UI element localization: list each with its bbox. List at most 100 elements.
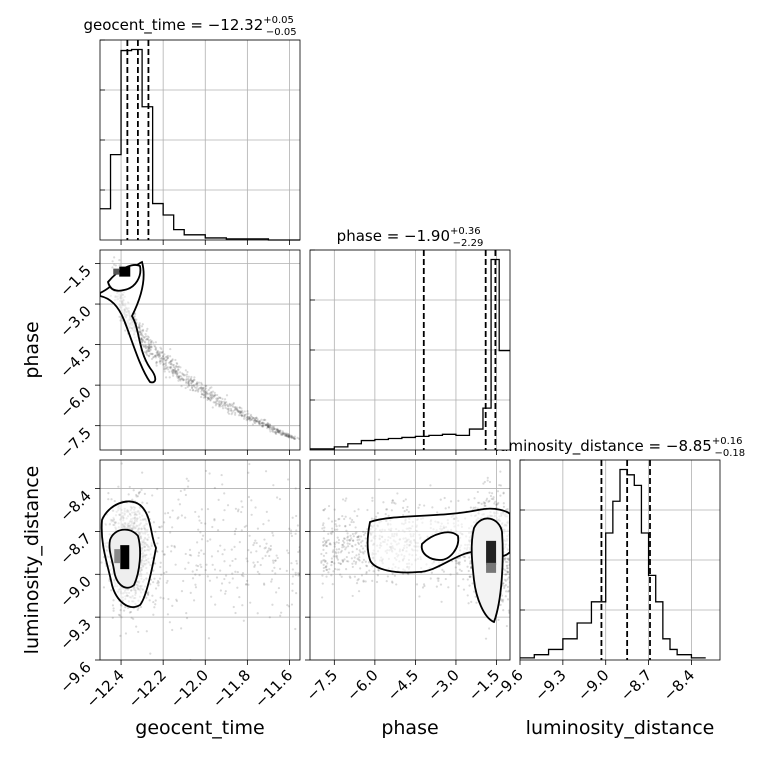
scatter-point (145, 596, 148, 599)
scatter-point (285, 434, 288, 437)
scatter-point (243, 525, 246, 528)
scatter-point (157, 354, 160, 357)
scatter-point (221, 397, 224, 401)
scatter-point (223, 400, 226, 403)
scatter-point (194, 583, 197, 586)
scatter-point (222, 518, 225, 522)
scatter-point (162, 362, 165, 366)
scatter-point (163, 357, 166, 360)
scatter-point (159, 357, 162, 360)
scatter-point (196, 382, 199, 385)
scatter-point (267, 547, 271, 550)
scatter-point (184, 374, 187, 377)
scatter-point (506, 560, 509, 564)
scatter-point (206, 396, 209, 399)
scatter-point (169, 366, 172, 369)
scatter-point (171, 370, 174, 373)
scatter-point (169, 367, 172, 370)
scatter-point (152, 521, 155, 524)
scatter-point (149, 578, 153, 581)
scatter-point (147, 592, 150, 595)
scatter-point (423, 504, 426, 507)
scatter-point (333, 541, 336, 544)
scatter-point (325, 568, 328, 571)
scatter-point (325, 568, 329, 571)
scatter-point (269, 424, 272, 427)
scatter-point (228, 403, 231, 406)
scatter-point (469, 575, 472, 578)
scatter-point (336, 528, 339, 531)
scatter-point (280, 611, 283, 614)
scatter-point (237, 409, 240, 413)
scatter-point (296, 436, 299, 439)
scatter-point (268, 426, 271, 429)
scatter-point (468, 584, 471, 587)
scatter-point (422, 583, 426, 586)
scatter-point (287, 605, 290, 608)
scatter-point (188, 553, 191, 557)
scatter-point (176, 372, 179, 375)
scatter-point (147, 591, 150, 594)
scatter-point (238, 410, 241, 413)
scatter-point (229, 407, 233, 410)
scatter-point (447, 506, 451, 509)
scatter-point (439, 498, 442, 501)
scatter-point (177, 498, 180, 501)
scatter-point (241, 604, 244, 607)
scatter-point (114, 264, 117, 267)
scatter-point (327, 571, 330, 574)
scatter-point (358, 559, 361, 562)
scatter-point (469, 506, 472, 509)
scatter-point (265, 423, 268, 427)
scatter-point (470, 566, 473, 569)
scatter-point (264, 546, 267, 549)
scatter-point (170, 550, 173, 553)
scatter-point (325, 539, 329, 542)
scatter-point (156, 352, 160, 355)
scatter-point (270, 578, 274, 581)
scatter-point (506, 578, 509, 581)
scatter-point (349, 534, 352, 537)
scatter-point (224, 403, 227, 406)
scatter-point (149, 583, 152, 586)
scatter-point (182, 378, 186, 381)
scatter-point (245, 419, 248, 422)
scatter-point (418, 503, 421, 506)
scatter-point (164, 359, 168, 362)
scatter-point (504, 579, 507, 582)
scatter-point (357, 508, 360, 511)
scatter-point (272, 534, 275, 537)
scatter-point (277, 586, 281, 590)
scatter-point (139, 337, 143, 340)
scatter-point (184, 567, 187, 570)
panel-border (99, 39, 301, 241)
scatter-point (124, 632, 128, 635)
scatter-point (240, 500, 243, 503)
scatter-point (168, 370, 171, 373)
scatter-point (120, 616, 123, 619)
scatter-point (194, 389, 197, 393)
density-cell (113, 268, 120, 275)
scatter-point (234, 408, 237, 411)
scatter-point (334, 567, 337, 571)
scatter-point (163, 353, 166, 356)
scatter-point (241, 571, 245, 575)
scatter-point (360, 574, 364, 577)
scatter-point (163, 367, 166, 370)
scatter-point (140, 340, 144, 343)
scatter-point (271, 559, 275, 562)
scatter-point (507, 609, 510, 612)
scatter-point (178, 503, 182, 506)
scatter-point (275, 432, 278, 435)
scatter-point (499, 484, 502, 487)
scatter-point (148, 346, 151, 349)
scatter-point (295, 529, 298, 532)
scatter-point (111, 604, 115, 607)
scatter-point (262, 425, 265, 428)
scatter-point (197, 515, 200, 518)
scatter-point (277, 430, 280, 433)
scatter-point (213, 517, 216, 521)
scatter-point (180, 590, 184, 593)
scatter-point (229, 409, 233, 412)
scatter-point (150, 341, 153, 344)
